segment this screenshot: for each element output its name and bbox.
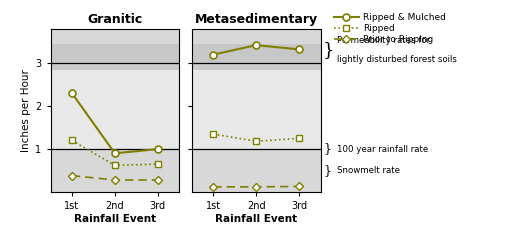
Bar [50,63,179,149]
Y-axis label: Inches per Hour: Inches per Hour [21,69,31,152]
Text: Snowmelt rate: Snowmelt rate [337,166,400,175]
Legend: Ripped & Mulched, Ripped, Prior to Ripping: Ripped & Mulched, Ripped, Prior to Rippi… [330,9,449,48]
Bar [50,44,179,70]
Bar [192,63,321,149]
Bar [192,44,321,70]
Text: lightly disturbed forest soils: lightly disturbed forest soils [337,55,457,64]
Text: Permeability rates for: Permeability rates for [337,36,430,45]
X-axis label: Rainfall Event: Rainfall Event [215,214,297,224]
Text: }: } [323,164,331,177]
Title: Granitic: Granitic [87,13,142,26]
Text: }: } [323,41,335,59]
X-axis label: Rainfall Event: Rainfall Event [74,214,156,224]
Text: }: } [323,143,331,156]
Text: 100 year rainfall rate: 100 year rainfall rate [337,144,429,154]
Title: Metasedimentary: Metasedimentary [195,13,318,26]
